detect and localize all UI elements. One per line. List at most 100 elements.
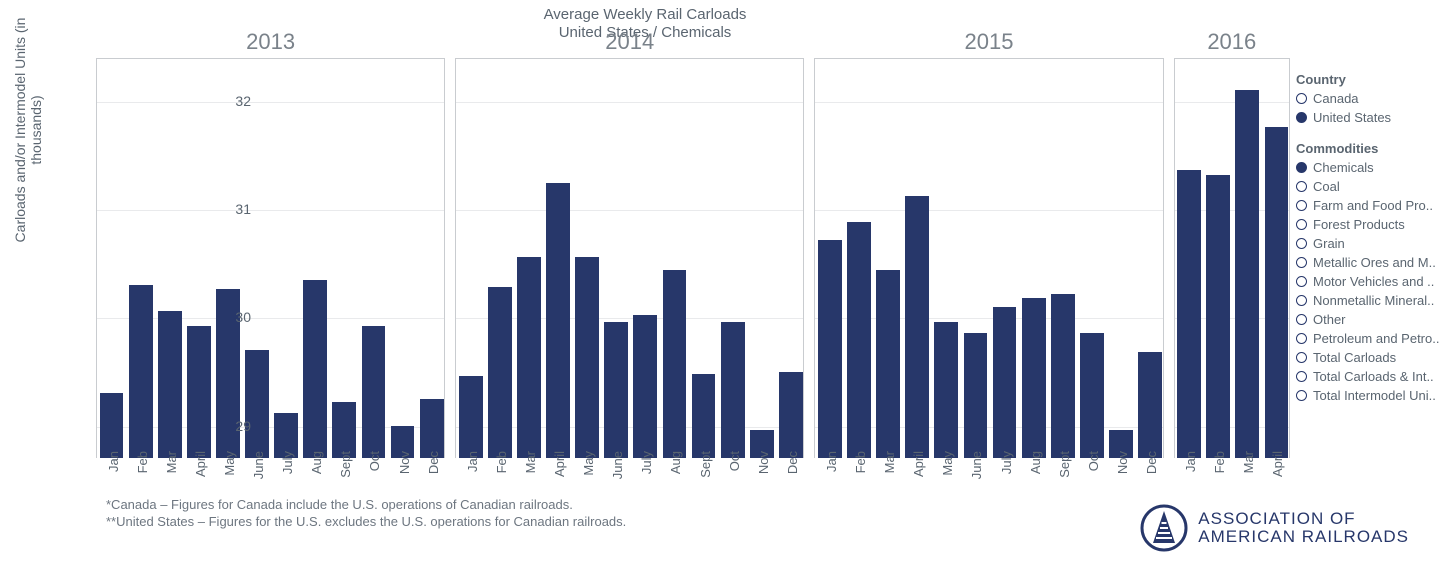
gridline [456,102,803,103]
bar [459,376,483,458]
logo-line-1: ASSOCIATION OF [1198,510,1409,528]
month-label: Feb [853,451,868,473]
radio-unselected-icon [1296,390,1307,401]
y-tick-label: 31 [201,201,251,217]
month-label: Mar [1241,451,1256,473]
y-tick-label: 32 [201,93,251,109]
panel-title: 2013 [97,29,444,55]
month-label: Nov [1115,451,1130,474]
bar [1177,170,1201,458]
legend-item-label: Chemicals [1313,158,1374,177]
bar [1138,352,1162,458]
legend-item-label: Grain [1313,234,1345,253]
legend-country-heading: Country [1296,70,1441,89]
legend-item-commodity[interactable]: Total Intermodel Uni.. [1296,386,1441,405]
radio-selected-icon [1296,162,1307,173]
legend-item-label: United States [1313,108,1391,127]
year-panel-2013: 2013JanFebMarAprilMayJuneJulyAugSeptOctN… [96,58,445,458]
legend-item-commodity[interactable]: Grain [1296,234,1441,253]
bar [488,287,512,458]
bar [100,393,124,458]
legend-item-country[interactable]: Canada [1296,89,1441,108]
gridline [456,210,803,211]
bar [332,402,356,458]
legend-item-label: Total Carloads & Int.. [1313,367,1434,386]
bar [934,322,958,458]
legend-item-label: Metallic Ores and M.. [1313,253,1436,272]
legend-item-label: Petroleum and Petro.. [1313,329,1439,348]
month-label: Jan [106,451,121,472]
bar [1265,127,1289,458]
month-label: Nov [756,451,771,474]
legend-item-commodity[interactable]: Total Carloads [1296,348,1441,367]
panel-title: 2014 [456,29,803,55]
bar [517,257,541,458]
bar [245,350,269,458]
footnotes: *Canada – Figures for Canada include the… [106,496,626,530]
year-panel-2014: 2014JanFebMarAprilMayJuneJulyAugSeptOctN… [455,58,804,458]
gridline [1175,102,1289,103]
radio-unselected-icon [1296,93,1307,104]
month-label: June [969,451,984,479]
legend-item-label: Other [1313,310,1346,329]
logo-text: ASSOCIATION OF AMERICAN RAILROADS [1198,510,1409,546]
legend-item-commodity[interactable]: Chemicals [1296,158,1441,177]
month-label: Dec [426,451,441,474]
radio-unselected-icon [1296,352,1307,363]
legend-commodity-heading: Commodities [1296,139,1441,158]
month-label: Aug [668,451,683,474]
month-label: Mar [523,451,538,473]
legend-item-commodity[interactable]: Total Carloads & Int.. [1296,367,1441,386]
legend-item-label: Total Intermodel Uni.. [1313,386,1436,405]
legend-item-label: Forest Products [1313,215,1405,234]
bar [129,285,153,458]
bar [847,222,871,458]
radio-unselected-icon [1296,333,1307,344]
year-panel-2016: 2016JanFebMarApril [1174,58,1290,458]
gridline [97,210,444,211]
month-label: April [911,451,926,477]
aar-logo: ASSOCIATION OF AMERICAN RAILROADS [1140,504,1409,552]
bar [187,326,211,458]
legend-item-commodity[interactable]: Nonmetallic Mineral.. [1296,291,1441,310]
bar [964,333,988,458]
bar [692,374,716,458]
legend-item-country[interactable]: United States [1296,108,1441,127]
legend-item-label: Total Carloads [1313,348,1396,367]
bar [1235,90,1259,458]
radio-unselected-icon [1296,295,1307,306]
month-label: May [581,451,596,476]
legend-item-commodity[interactable]: Petroleum and Petro.. [1296,329,1441,348]
month-label: April [552,451,567,477]
bar [362,326,386,458]
bar [818,240,842,458]
month-label: June [251,451,266,479]
month-label: Oct [367,451,382,471]
bar [604,322,628,458]
legend-item-commodity[interactable]: Coal [1296,177,1441,196]
month-label: May [222,451,237,476]
legend-item-commodity[interactable]: Metallic Ores and M.. [1296,253,1441,272]
gridline [815,210,1162,211]
bar [158,311,182,458]
legend-item-commodity[interactable]: Motor Vehicles and .. [1296,272,1441,291]
month-label: July [639,451,654,474]
legend-item-commodity[interactable]: Forest Products [1296,215,1441,234]
month-label: July [280,451,295,474]
bar [633,315,657,458]
footnote-1: *Canada – Figures for Canada include the… [106,496,626,513]
legend-item-commodity[interactable]: Other [1296,310,1441,329]
month-label: Feb [135,451,150,473]
legend-item-label: Farm and Food Pro.. [1313,196,1433,215]
legend-item-label: Nonmetallic Mineral.. [1313,291,1434,310]
month-label: July [999,451,1014,474]
legend-item-commodity[interactable]: Farm and Food Pro.. [1296,196,1441,215]
month-label: April [1270,451,1285,477]
bar [546,183,570,458]
bar [905,196,929,458]
bar [1080,333,1104,458]
month-label: Dec [1144,451,1159,474]
title-line-1: Average Weekly Rail Carloads [0,6,1290,24]
year-panel-2015: 2015JanFebMarAprilMayJuneJulyAugSeptOctN… [814,58,1163,458]
month-label: June [610,451,625,479]
